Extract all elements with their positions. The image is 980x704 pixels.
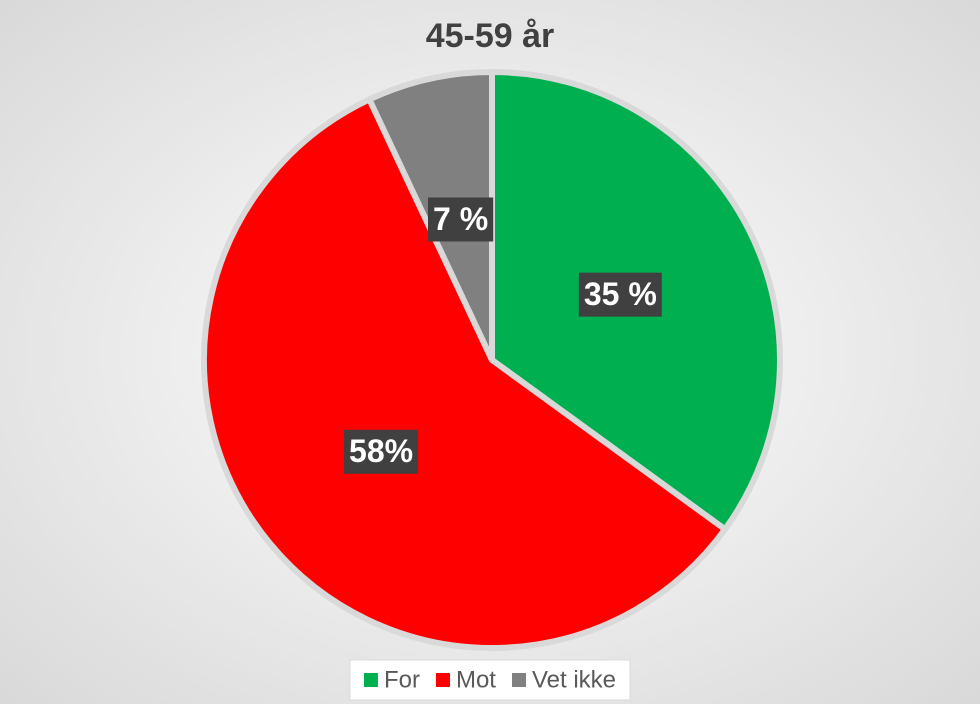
data-label: 7 %: [428, 197, 494, 242]
data-label-box: [428, 197, 494, 242]
data-label-text: 35 %: [584, 276, 657, 312]
legend-label: Vet ikke: [532, 666, 616, 693]
data-label: 58%: [344, 429, 419, 474]
legend-box: [349, 659, 631, 701]
legend-label: Mot: [456, 666, 496, 693]
data-label-text: 58%: [349, 433, 413, 469]
chart-title: 45-59 år: [426, 17, 555, 55]
data-label-box: [578, 272, 662, 317]
data-label: 35 %: [578, 272, 662, 317]
legend: For Mot Vet ikke: [349, 659, 631, 701]
pie-slice: [201, 96, 728, 651]
legend-swatch: [363, 673, 378, 687]
data-label-box: [344, 429, 419, 474]
legend-swatch: [435, 673, 450, 687]
data-label-text: 7 %: [433, 201, 488, 237]
legend-label: For: [384, 666, 420, 693]
legend-swatch: [511, 673, 526, 687]
